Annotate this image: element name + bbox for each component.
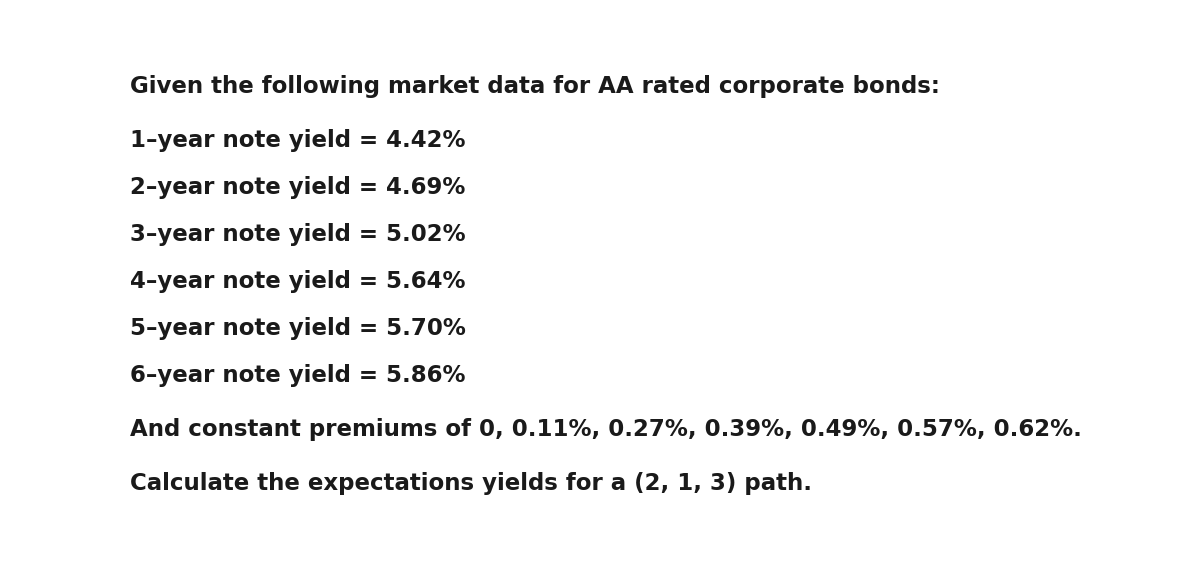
Text: 2–year note yield = 4.69%: 2–year note yield = 4.69% [130,176,466,199]
Text: Calculate the expectations yields for a (2, 1, 3) path.: Calculate the expectations yields for a … [130,472,812,495]
Text: 3–year note yield = 5.02%: 3–year note yield = 5.02% [130,223,466,246]
Text: Given the following market data for AA rated corporate bonds:: Given the following market data for AA r… [130,75,940,98]
Text: 6–year note yield = 5.86%: 6–year note yield = 5.86% [130,364,466,387]
Text: 1–year note yield = 4.42%: 1–year note yield = 4.42% [130,129,466,152]
Text: And constant premiums of 0, 0.11%, 0.27%, 0.39%, 0.49%, 0.57%, 0.62%.: And constant premiums of 0, 0.11%, 0.27%… [130,418,1082,441]
Text: 5–year note yield = 5.70%: 5–year note yield = 5.70% [130,317,466,340]
Text: 4–year note yield = 5.64%: 4–year note yield = 5.64% [130,270,466,293]
